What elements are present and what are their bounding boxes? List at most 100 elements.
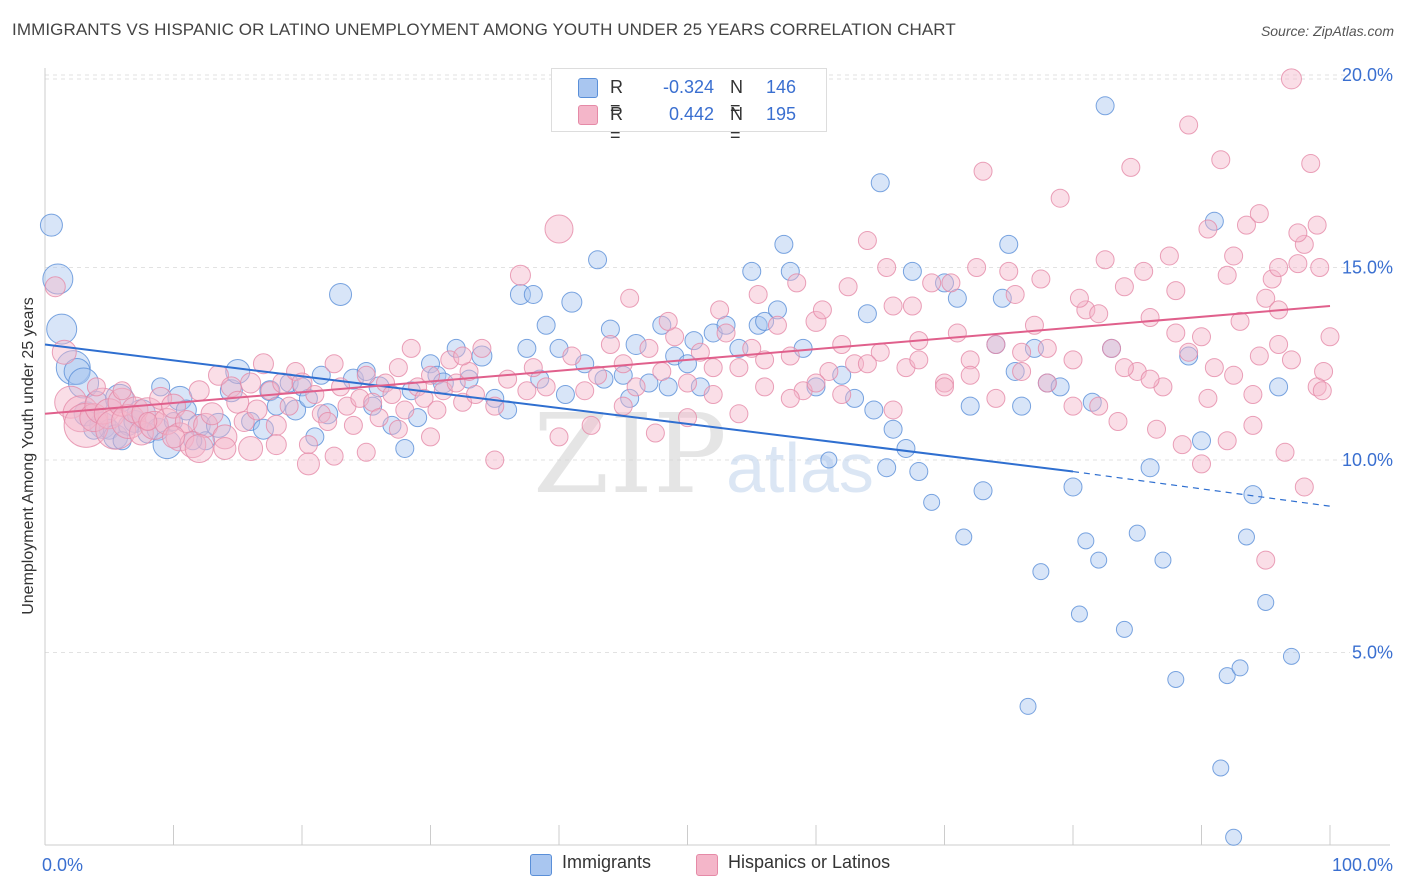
immigrants-point (39, 213, 63, 237)
hispanic-point (1198, 388, 1218, 408)
immigrants-point (317, 403, 339, 425)
tick-labels: 5.0% 10.0% 15.0% 20.0% 0.0% 100.0% (42, 65, 1393, 875)
hispanic-point (1256, 550, 1276, 570)
y-tick-label: 10.0% (1342, 450, 1393, 470)
hispanic-point (421, 365, 440, 385)
immigrants-point (1077, 532, 1095, 550)
immigrants-point (774, 234, 794, 254)
hispanic-point (639, 338, 659, 358)
immigrants-point (68, 367, 100, 399)
legend-r-value: -0.324 (662, 77, 714, 97)
hispanic-trend-line (44, 305, 1331, 415)
hispanic-point (1269, 258, 1289, 277)
hispanic-point (575, 381, 595, 401)
legend-r-label: R = (610, 77, 623, 118)
hispanic-point (1012, 342, 1032, 362)
hispanic-point (1192, 327, 1211, 347)
immigrants-point (1019, 697, 1037, 715)
hispanic-point (536, 377, 556, 397)
hispanic-point (311, 404, 331, 424)
trend-lines (44, 305, 1331, 507)
hispanic-point (600, 335, 620, 354)
hispanic-point (485, 450, 505, 470)
legend: R = -0.324 N = 146 R = 0.442 N = 195 (551, 68, 827, 145)
hispanic-point (279, 396, 299, 416)
immigrants-point (1115, 620, 1133, 638)
immigrants-point (1237, 528, 1255, 546)
hispanic-point (986, 388, 1006, 408)
hispanic-point (112, 381, 132, 401)
immigrants-point (46, 313, 78, 345)
immigrants-point (620, 388, 640, 408)
hispanic-point (296, 452, 320, 476)
immigrants-point (820, 451, 838, 469)
hispanic-point (388, 358, 408, 378)
hispanic-point (1069, 288, 1089, 308)
hispanic-point (967, 258, 987, 277)
hispanic-point (748, 284, 768, 304)
hispanic-point (324, 446, 344, 466)
immigrants-point (613, 365, 633, 385)
immigrants-point (329, 282, 353, 306)
hispanic-point (1050, 188, 1070, 208)
y-axis-label: Unemployment Among Youth under 25 years (20, 297, 37, 615)
hispanic-point (1320, 327, 1340, 347)
hispanic-point (935, 377, 954, 397)
y-tick-label: 5.0% (1352, 643, 1393, 663)
hispanic-point (265, 414, 287, 436)
immigrants-points (39, 96, 1300, 846)
hispanic-point (973, 161, 993, 181)
hispanic-point (1166, 281, 1186, 301)
hispanic-point (819, 361, 839, 381)
x-tick-label: 0.0% (42, 855, 83, 875)
hispanic-point (703, 358, 723, 378)
hispanic-point (153, 408, 181, 435)
immigrants-point (523, 284, 543, 304)
hispanic-point (1063, 350, 1083, 370)
hispanic-point (857, 231, 877, 251)
legend-swatch-immigrants (578, 78, 598, 98)
immigrants-point (857, 304, 877, 324)
hispanic-point (780, 388, 800, 408)
hispanic-point (165, 422, 195, 452)
hispanic-point (767, 315, 787, 335)
immigrants-point (421, 354, 440, 374)
hispanic-point (787, 273, 807, 293)
hispanic-point (138, 412, 158, 431)
immigrants-point (1154, 551, 1172, 569)
hispanic-point (1095, 250, 1115, 270)
immigrants-point (167, 385, 193, 411)
hispanic-point (1301, 154, 1321, 174)
hispanic-point (1307, 215, 1327, 235)
hispanic-point (174, 410, 198, 433)
hispanic-point (1294, 477, 1314, 497)
immigrants-point (600, 319, 620, 339)
hispanic-point (1230, 311, 1250, 331)
hispanic-point (941, 273, 961, 293)
hispanic-point (805, 310, 827, 332)
hispanic-point (265, 434, 287, 456)
hispanic-point (414, 388, 434, 408)
hispanic-point (812, 300, 832, 320)
hispanic-point (1243, 415, 1263, 435)
hispanic-point (1031, 269, 1051, 289)
hispanic-point (832, 335, 852, 354)
immigrants-point (205, 412, 231, 438)
immigrants-point (864, 400, 884, 420)
hispanic-point (1280, 68, 1302, 90)
hispanic-point (620, 288, 640, 308)
hispanic-point (678, 373, 697, 393)
hispanic-point (652, 361, 672, 381)
hispanic-point (252, 353, 274, 375)
immigrants-point (902, 261, 922, 281)
hispanic-point (350, 388, 370, 408)
hispanic-point (1224, 365, 1244, 385)
hispanic-point (1236, 215, 1256, 235)
hispanic-point (213, 436, 237, 460)
hispanic-point (162, 425, 185, 449)
hispanic-point (1310, 258, 1330, 277)
immigrants-point (1282, 647, 1300, 665)
hispanic-point (806, 373, 826, 393)
immigrants-point (1192, 431, 1211, 451)
